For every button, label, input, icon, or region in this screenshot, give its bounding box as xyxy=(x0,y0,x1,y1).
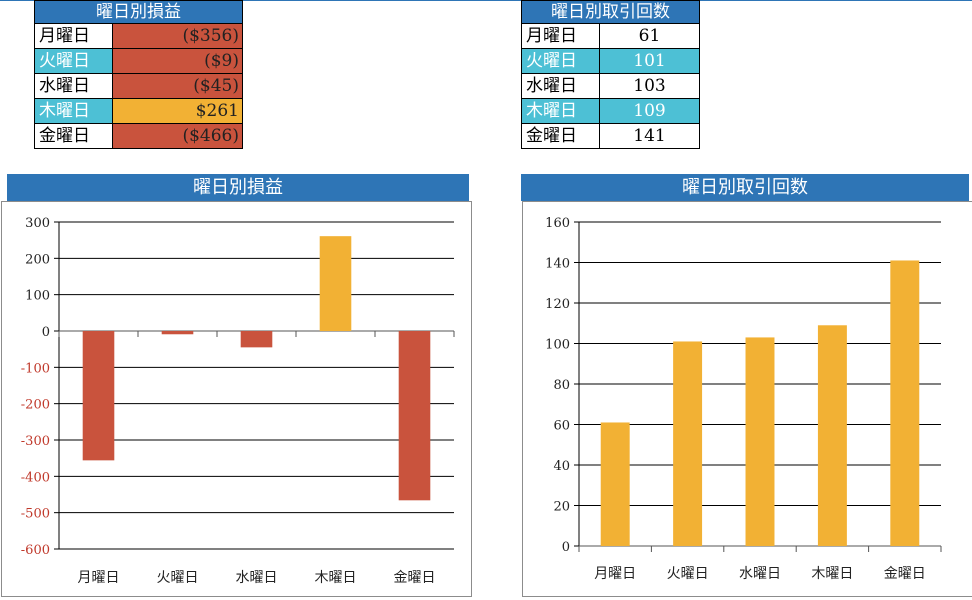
day-cell[interactable]: 金曜日 xyxy=(34,123,113,149)
bar-木曜日 xyxy=(319,236,352,331)
y-tick-label: 60 xyxy=(553,419,570,434)
day-cell[interactable]: 木曜日 xyxy=(521,98,600,124)
y-tick-label: 40 xyxy=(553,459,570,474)
pl-table-header-row: 曜日別損益 xyxy=(34,0,243,24)
y-tick-label: 300 xyxy=(25,216,50,231)
pl-chart-svg: 300 200 100 0 -100 -200 -300 -400 -500 -600 月曜日 火曜日… xyxy=(21,216,455,586)
day-cell[interactable]: 月曜日 xyxy=(34,23,113,49)
table-row: 火曜日 101 xyxy=(521,48,700,74)
count-table-header-row: 曜日別取引回数 xyxy=(521,0,700,24)
x-tick-label: 金曜日 xyxy=(394,570,436,586)
bar-火曜日 xyxy=(673,341,703,546)
day-cell[interactable]: 水曜日 xyxy=(521,73,600,99)
day-cell[interactable]: 火曜日 xyxy=(521,48,600,74)
x-tick-label: 木曜日 xyxy=(811,566,853,582)
table-row: 金曜日 ($466) xyxy=(34,123,243,149)
y-tick-label: 0 xyxy=(42,325,50,340)
day-cell[interactable]: 木曜日 xyxy=(34,98,113,124)
y-tick-label: 140 xyxy=(545,257,570,272)
y-tick-label: -100 xyxy=(21,361,50,376)
pl-value-cell[interactable]: ($9) xyxy=(112,48,243,74)
count-table-header[interactable]: 曜日別取引回数 xyxy=(521,0,700,24)
table-row: 月曜日 61 xyxy=(521,23,700,49)
count-chart-title: 曜日別取引回数 xyxy=(521,174,969,201)
x-tick-label: 月曜日 xyxy=(78,570,120,586)
count-value-cell[interactable]: 109 xyxy=(599,98,700,124)
count-chart-area[interactable]: 160 140 120 100 80 60 40 20 0 月曜日 火曜日 水曜日 木曜日 金曜日 xyxy=(522,201,972,597)
y-tick-label: -400 xyxy=(21,470,50,485)
table-row: 月曜日 ($356) xyxy=(34,23,243,49)
pl-value-cell[interactable]: ($45) xyxy=(112,73,243,99)
y-tick-label: 100 xyxy=(25,289,50,304)
count-value-cell[interactable]: 101 xyxy=(599,48,700,74)
table-row: 金曜日 141 xyxy=(521,123,700,149)
pl-value-cell[interactable]: ($356) xyxy=(112,23,243,49)
bar-金曜日 xyxy=(398,331,431,501)
y-tick-label: 160 xyxy=(545,216,570,231)
table-row: 木曜日 109 xyxy=(521,98,700,124)
day-cell[interactable]: 月曜日 xyxy=(521,23,600,49)
y-tick-label: 0 xyxy=(562,540,570,555)
y-tick-label: -300 xyxy=(21,434,50,449)
bar-月曜日 xyxy=(600,422,630,546)
bar-木曜日 xyxy=(817,325,847,546)
pl-table-header[interactable]: 曜日別損益 xyxy=(34,0,243,24)
pl-chart-title: 曜日別損益 xyxy=(7,174,469,201)
y-tick-label: 20 xyxy=(553,500,570,515)
x-tick-label: 月曜日 xyxy=(594,566,636,582)
x-tick-label: 火曜日 xyxy=(157,570,199,586)
pl-chart-area[interactable]: 300 200 100 0 -100 -200 -300 -400 -500 -600 月曜日 火曜日… xyxy=(1,201,472,597)
y-tick-label: -600 xyxy=(21,543,50,558)
y-tick-label: -500 xyxy=(21,507,50,522)
bar-火曜日 xyxy=(161,331,194,335)
x-tick-label: 水曜日 xyxy=(739,566,781,582)
x-tick-label: 火曜日 xyxy=(667,566,709,582)
pl-table: 曜日別損益 月曜日 ($356) 火曜日 ($9) 水曜日 ($45) 木曜日 $261 金曜日… xyxy=(34,0,243,149)
x-tick-label: 金曜日 xyxy=(884,566,926,582)
bar-金曜日 xyxy=(890,260,920,546)
bar-水曜日 xyxy=(745,337,775,546)
day-cell[interactable]: 水曜日 xyxy=(34,73,113,99)
table-row: 水曜日 ($45) xyxy=(34,73,243,99)
bar-水曜日 xyxy=(240,331,273,348)
count-value-cell[interactable]: 61 xyxy=(599,23,700,49)
pl-value-cell[interactable]: ($466) xyxy=(112,123,243,149)
day-cell[interactable]: 火曜日 xyxy=(34,48,113,74)
y-tick-label: 200 xyxy=(25,252,50,267)
x-tick-label: 水曜日 xyxy=(236,570,278,586)
count-table: 曜日別取引回数 月曜日 61 火曜日 101 水曜日 103 木曜日 109 金曜日 141 xyxy=(521,0,700,149)
table-row: 火曜日 ($9) xyxy=(34,48,243,74)
top-border-line xyxy=(0,0,972,1)
table-row: 木曜日 $261 xyxy=(34,98,243,124)
y-tick-label: 80 xyxy=(553,378,570,393)
y-tick-label: 120 xyxy=(545,297,570,312)
y-tick-label: 100 xyxy=(545,338,570,353)
x-tick-label: 木曜日 xyxy=(315,570,357,586)
day-cell[interactable]: 金曜日 xyxy=(521,123,600,149)
table-row: 水曜日 103 xyxy=(521,73,700,99)
pl-value-cell[interactable]: $261 xyxy=(112,98,243,124)
y-tick-label: -200 xyxy=(21,398,50,413)
bar-月曜日 xyxy=(82,331,115,461)
count-value-cell[interactable]: 103 xyxy=(599,73,700,99)
count-chart-svg: 160 140 120 100 80 60 40 20 0 月曜日 火曜日 水曜日 木曜日 金曜日 xyxy=(545,216,942,582)
count-value-cell[interactable]: 141 xyxy=(599,123,700,149)
